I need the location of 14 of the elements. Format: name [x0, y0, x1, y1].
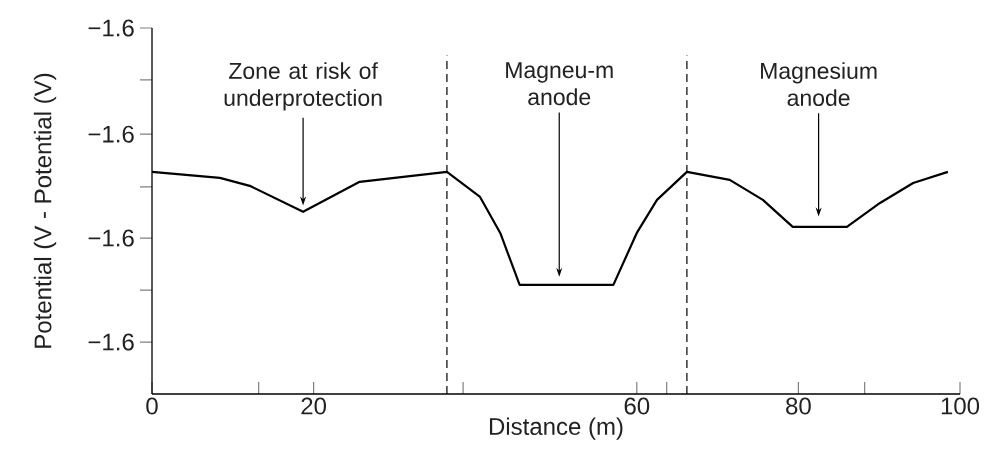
x-tick-label: 100 [941, 397, 980, 415]
x-tick-label: 20 [301, 397, 327, 415]
x-tick-label: 0 [146, 397, 158, 415]
y-axis-title: Potential (V - Potential (V) [33, 73, 57, 348]
text: −1.6 [88, 229, 134, 247]
text: −1.6 [88, 19, 134, 37]
text: −1.6 [88, 125, 134, 143]
x-axis-title: Distance (m) [489, 417, 623, 440]
text: Magneu-m anode [506, 62, 613, 106]
x-tick-label: 80 [786, 397, 811, 415]
text: −1.6 [88, 333, 134, 351]
text: Magnesium anode [761, 62, 877, 107]
text: Zone at risk of underprotection [224, 62, 382, 111]
x-tick-label: 60 [624, 397, 650, 415]
